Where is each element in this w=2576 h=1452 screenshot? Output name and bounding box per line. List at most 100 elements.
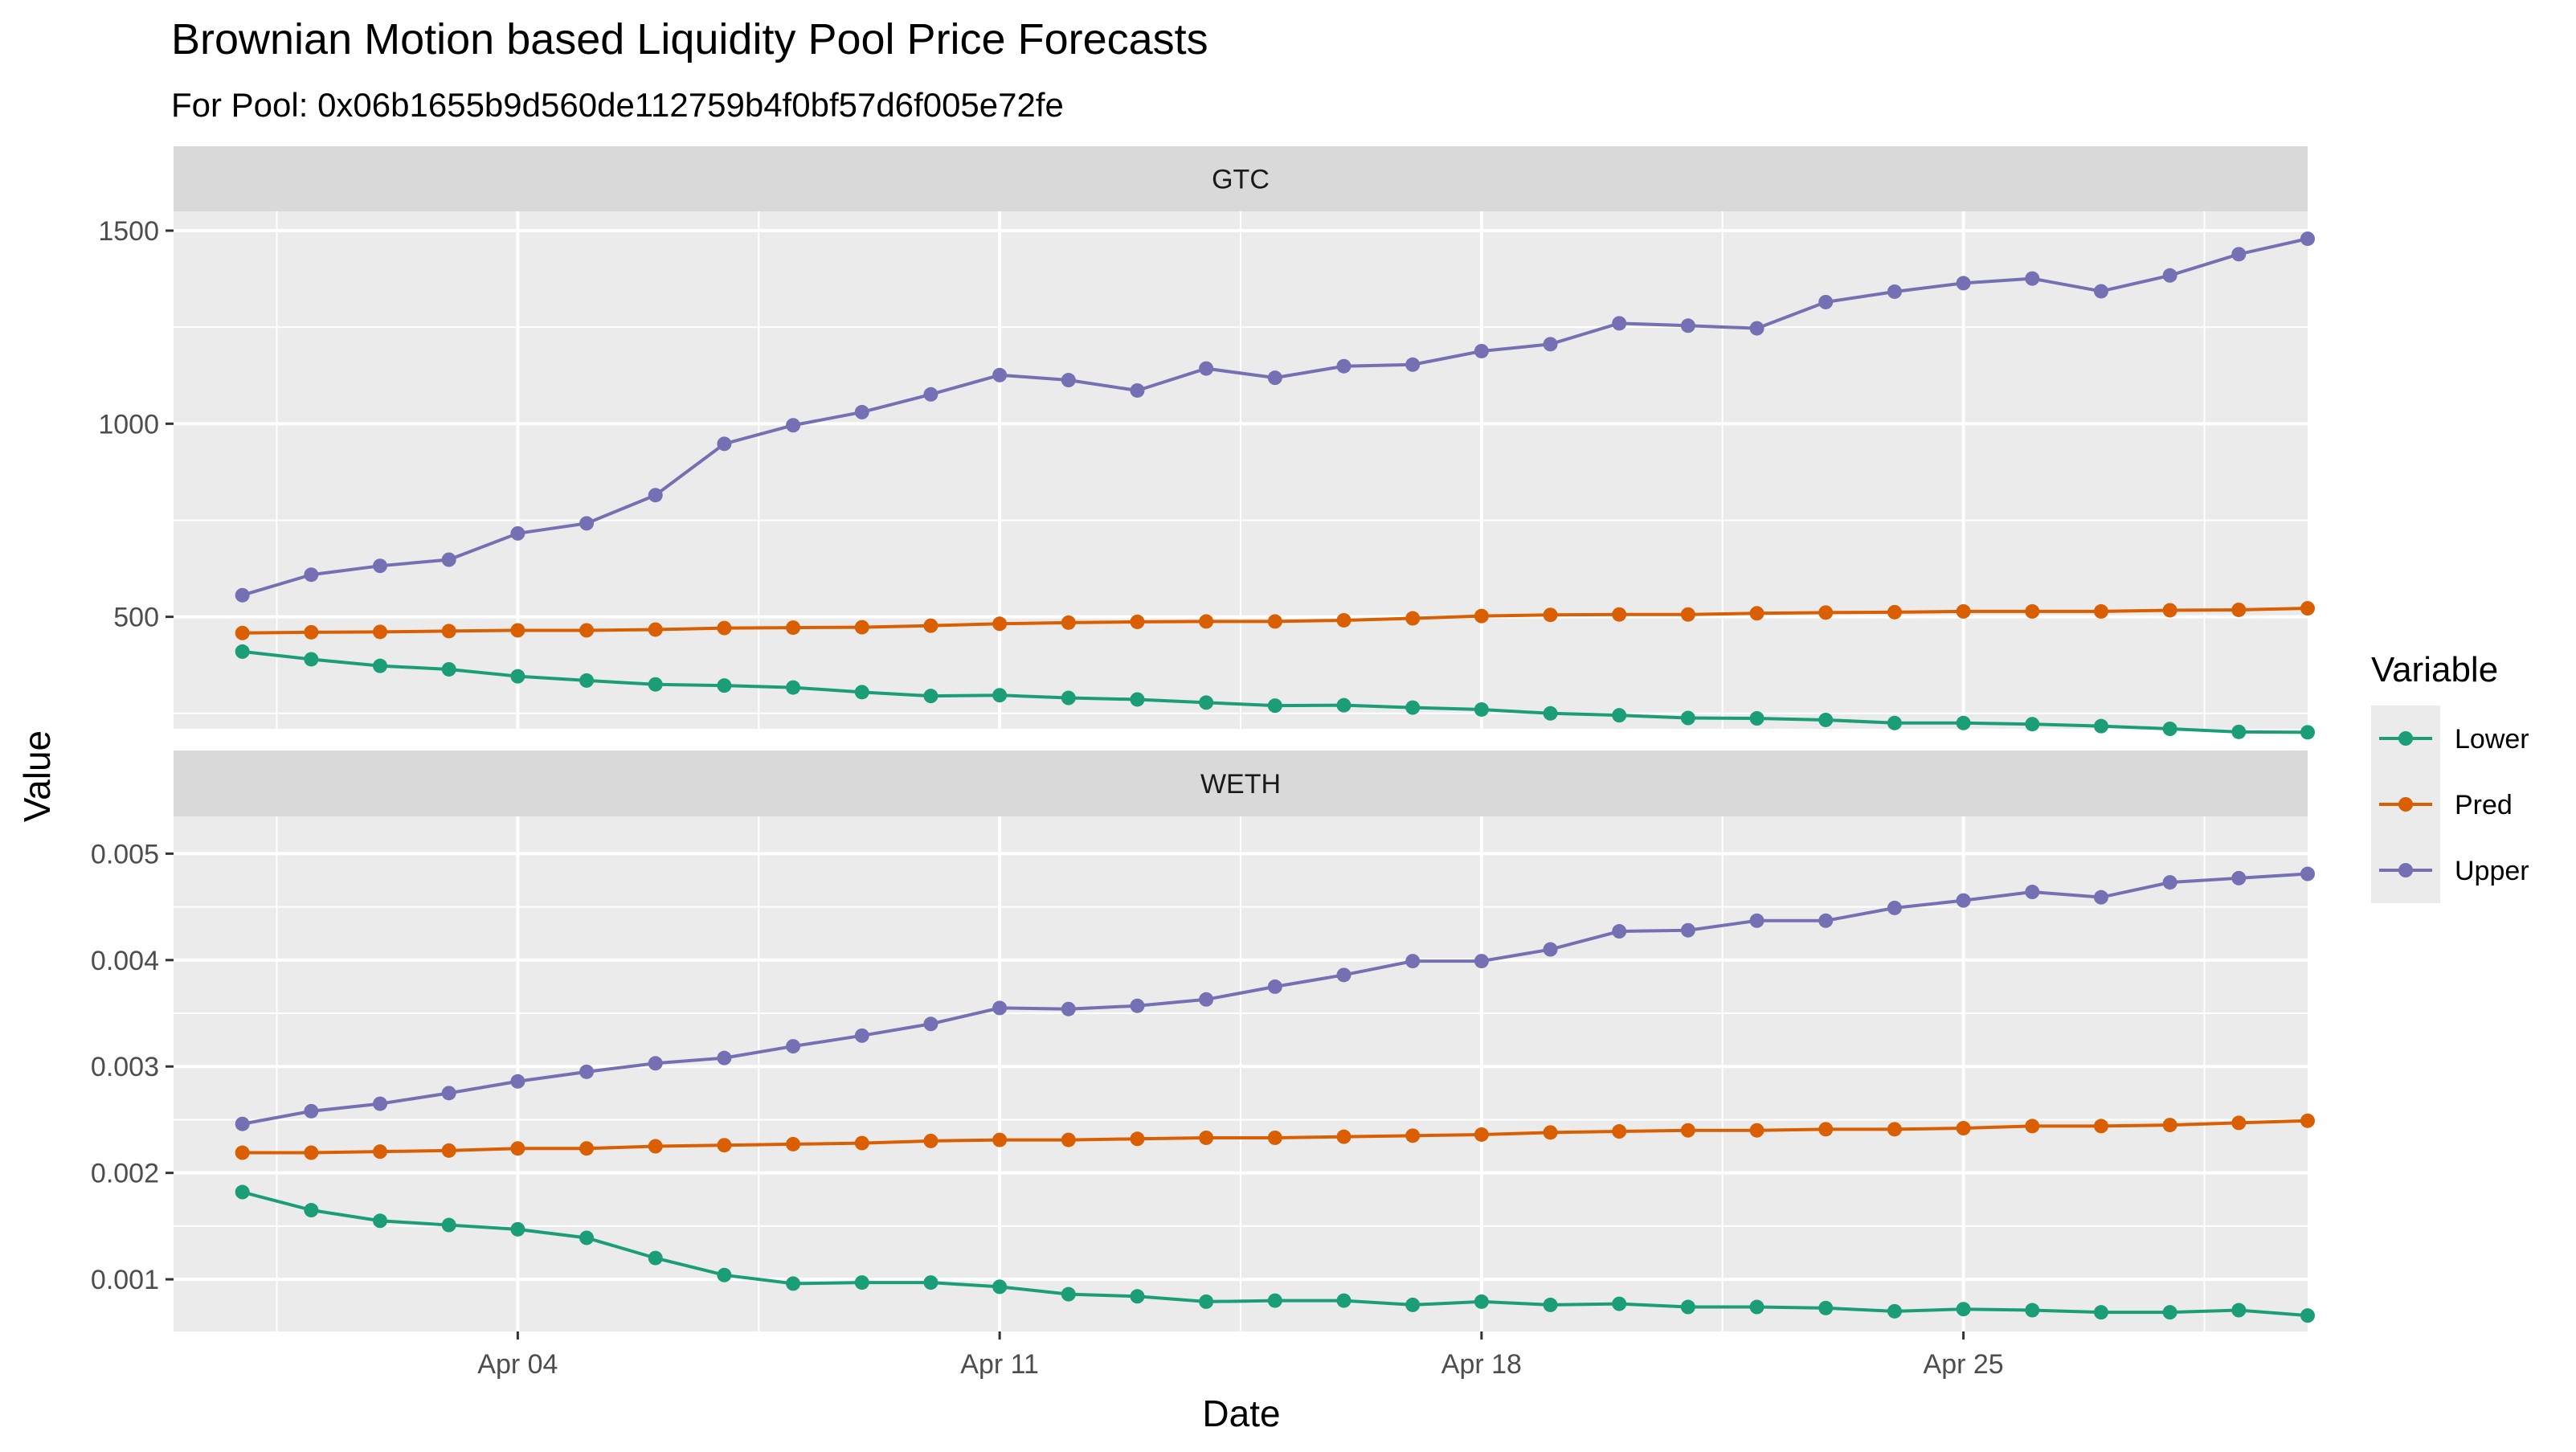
data-point <box>992 1132 1008 1147</box>
legend-label: Upper <box>2455 856 2529 886</box>
data-point <box>1336 1293 1351 1308</box>
data-point <box>1336 358 1351 374</box>
data-point <box>1956 893 1971 908</box>
data-point <box>1887 604 1902 620</box>
data-point <box>1336 697 1351 713</box>
data-point <box>1267 1293 1282 1308</box>
data-point <box>1267 614 1282 629</box>
data-point <box>1199 361 1214 376</box>
data-point <box>1543 337 1558 352</box>
data-point <box>648 622 663 637</box>
data-point <box>1956 276 1971 291</box>
data-point <box>923 1016 938 1032</box>
data-point <box>1199 1130 1214 1145</box>
data-point <box>1267 1130 1282 1145</box>
y-axis-title: Value <box>16 730 58 822</box>
data-point <box>2231 247 2247 262</box>
facet-panels: GTC 500 1000 1500 WETH 0.001 0.002 0.003 0.004 0.… <box>91 146 2315 1331</box>
data-point <box>717 1138 732 1153</box>
data-point <box>2025 1303 2040 1318</box>
data-point <box>1474 1294 1489 1309</box>
data-point <box>441 661 456 677</box>
data-point <box>1818 712 1834 727</box>
data-point <box>1612 1124 1627 1139</box>
y-tick-label: 1500 <box>98 216 159 247</box>
data-point <box>304 1203 319 1218</box>
data-point <box>992 616 1008 632</box>
data-point <box>2162 268 2177 283</box>
data-point <box>648 677 663 692</box>
data-point <box>1956 1121 1971 1136</box>
data-point <box>1749 606 1764 621</box>
data-point <box>441 1143 456 1158</box>
data-point <box>1130 692 1145 707</box>
data-point <box>2300 725 2315 740</box>
data-point <box>1543 1297 1558 1312</box>
data-point <box>648 1139 663 1154</box>
data-point <box>1267 979 1282 994</box>
series-pred <box>235 1113 2315 1160</box>
data-point <box>923 689 938 704</box>
data-point <box>1267 698 1282 714</box>
data-point <box>2093 603 2108 619</box>
data-point <box>1818 1300 1834 1315</box>
data-point <box>648 1056 663 1071</box>
data-point <box>2300 866 2315 881</box>
data-point <box>648 1250 663 1266</box>
data-point <box>854 1275 869 1290</box>
data-point <box>1405 700 1421 715</box>
data-point <box>1612 1296 1627 1311</box>
data-point <box>373 1144 388 1160</box>
data-point <box>1405 1297 1421 1312</box>
data-point <box>1887 900 1902 915</box>
data-point <box>1543 607 1558 623</box>
y-tick-label: 0.002 <box>91 1159 159 1189</box>
data-point <box>1680 1123 1695 1138</box>
legend-key-point <box>2398 863 2413 877</box>
data-point <box>510 1221 525 1237</box>
series-lower <box>235 1184 2315 1323</box>
data-point <box>1680 1299 1695 1315</box>
data-point <box>579 1230 595 1245</box>
data-point <box>854 620 869 635</box>
data-point <box>510 1141 525 1156</box>
data-point <box>786 1276 801 1291</box>
data-point <box>235 625 250 640</box>
data-point <box>992 1000 1008 1016</box>
data-point <box>304 624 319 640</box>
data-point <box>579 1141 595 1156</box>
data-point <box>1887 1303 1902 1319</box>
data-point <box>373 1213 388 1229</box>
y-tick-label: 0.004 <box>91 946 159 976</box>
data-point <box>1474 954 1489 969</box>
data-point <box>304 652 319 667</box>
data-point <box>441 1086 456 1101</box>
x-axis-title: Date <box>1202 1393 1280 1434</box>
data-point <box>2300 601 2315 616</box>
y-tick-label: 0.005 <box>91 839 159 869</box>
data-point <box>2231 602 2247 617</box>
data-point <box>1612 708 1627 723</box>
data-point <box>717 620 732 636</box>
legend-label: Lower <box>2455 724 2529 755</box>
series-upper <box>235 866 2315 1131</box>
data-point <box>579 673 595 688</box>
data-point <box>2093 1305 2108 1320</box>
data-point <box>1199 614 1214 629</box>
data-point <box>1061 1132 1076 1147</box>
data-point <box>992 367 1008 382</box>
x-tick-label: Apr 11 <box>960 1349 1039 1380</box>
data-point <box>923 1275 938 1290</box>
legend: Variable Lower Pred Upper <box>2371 650 2537 903</box>
data-point <box>2162 1118 2177 1133</box>
data-point <box>1612 316 1627 331</box>
data-point <box>1130 998 1145 1013</box>
x-tick-label: Apr 04 <box>477 1349 558 1380</box>
data-point <box>786 1039 801 1054</box>
data-point <box>2093 1119 2108 1134</box>
data-point <box>2025 717 2040 732</box>
data-point <box>1405 954 1421 969</box>
data-point <box>923 387 938 402</box>
data-point <box>1612 924 1627 939</box>
